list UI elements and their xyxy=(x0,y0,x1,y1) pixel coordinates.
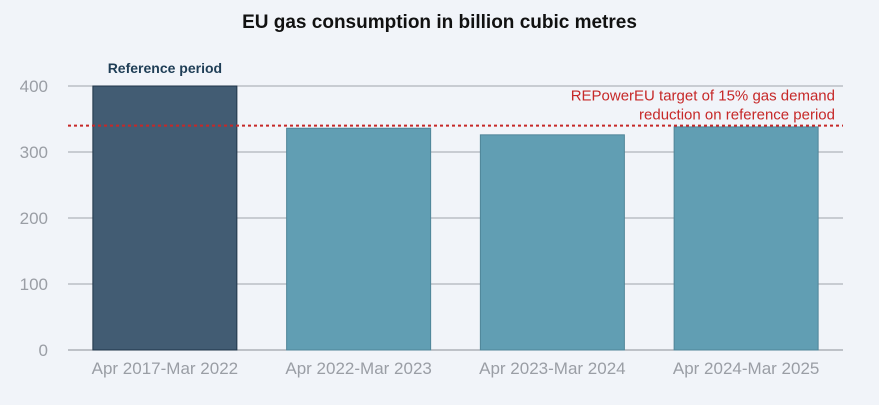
reference-period-label: Reference period xyxy=(108,60,222,76)
bar xyxy=(479,134,625,351)
x-tick-label: Apr 2017-Mar 2022 xyxy=(92,359,238,378)
y-tick-label: 0 xyxy=(39,341,48,360)
bar xyxy=(673,126,819,351)
bar xyxy=(286,127,432,351)
chart-title: EU gas consumption in billion cubic metr… xyxy=(242,12,637,33)
target-label: REPowerEU target of 15% gas demand xyxy=(571,88,835,105)
bar-reference-period xyxy=(92,85,238,351)
x-tick-label: Apr 2023-Mar 2024 xyxy=(479,359,625,378)
x-tick-label: Apr 2024-Mar 2025 xyxy=(673,359,819,378)
x-tick-label: Apr 2022-Mar 2023 xyxy=(285,359,431,378)
target-label: reduction on reference period xyxy=(639,107,835,124)
y-tick-label: 100 xyxy=(20,275,48,294)
y-tick-label: 200 xyxy=(20,209,48,228)
y-tick-label: 300 xyxy=(20,143,48,162)
y-tick-label: 400 xyxy=(20,77,48,96)
